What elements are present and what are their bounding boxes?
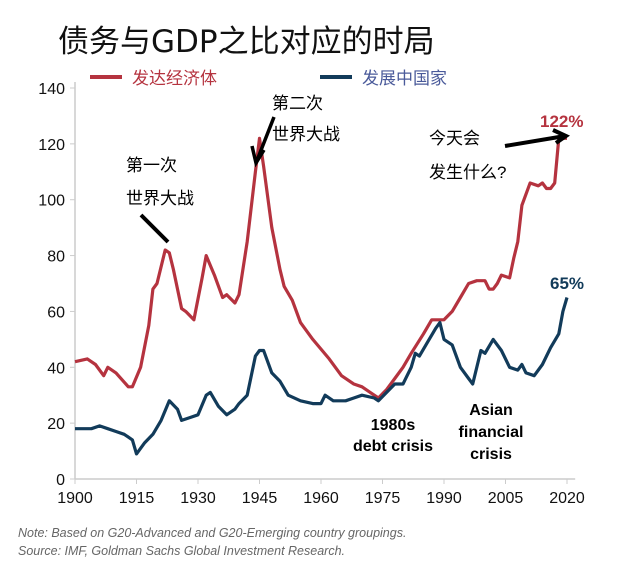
annotation-asian-crisis-line1: Asian — [469, 402, 513, 419]
legend-swatch-advanced — [90, 74, 122, 79]
annotation-debt-crisis-line2: debt crisis — [353, 438, 433, 455]
annotation-ww1-line1: 第一次 — [126, 156, 177, 175]
annotation-asian-crisis-line2: financial — [459, 424, 524, 441]
x-tick-label: 1945 — [242, 490, 278, 507]
y-tick-label: 120 — [38, 137, 65, 154]
arrow-ww1-icon — [139, 213, 170, 244]
series-line-advanced — [74, 136, 567, 400]
arrow-ww2-icon — [250, 116, 276, 168]
annotation-asian-crisis-line3: crisis — [470, 446, 512, 463]
annotation-ww1-line2: 世界大战 — [126, 189, 194, 208]
y-tick-label: 60 — [47, 304, 65, 321]
x-tick-label: 2020 — [549, 490, 585, 507]
y-tick-label: 20 — [47, 416, 65, 433]
annotation-today-line1: 今天会 — [429, 129, 480, 148]
chart-note: Note: Based on G20-Advanced and G20-Emer… — [18, 526, 407, 540]
y-tick-label: 40 — [47, 360, 65, 377]
annotation-today-line2: 发生什么? — [429, 163, 506, 182]
x-tick-label: 2005 — [488, 490, 524, 507]
arrow-today-icon — [504, 128, 570, 148]
legend-label-emerging: 发展中国家 — [362, 69, 447, 89]
y-tick-label: 140 — [38, 81, 65, 98]
y-tick-label: 0 — [56, 472, 65, 489]
x-tick-label: 1900 — [57, 490, 93, 507]
x-tick-label: 1960 — [303, 490, 339, 507]
legend-item-emerging: 发展中国家 — [320, 64, 447, 89]
y-tick-label: 80 — [47, 249, 65, 266]
x-tick-label: 1990 — [426, 490, 462, 507]
label-122-percent: 122% — [540, 112, 583, 131]
series-line-emerging — [75, 297, 569, 456]
annotation-ww2-line2: 世界大战 — [272, 125, 340, 144]
y-tick-label: 100 — [38, 193, 65, 210]
x-tick-label: 1915 — [119, 490, 155, 507]
annotation-debt-crisis-line1: 1980s — [371, 417, 416, 434]
chart-source: Source: IMF, Goldman Sachs Global Invest… — [18, 544, 346, 558]
annotation-ww2-line1: 第二次 — [272, 94, 323, 113]
chart-title: 债务与GDP之比对应的时局 — [58, 24, 435, 60]
legend-label-advanced: 发达经济体 — [132, 69, 217, 89]
x-tick-label: 1975 — [365, 490, 401, 507]
x-tick-label: 1930 — [180, 490, 216, 507]
label-65-percent: 65% — [550, 274, 584, 293]
legend-item-advanced: 发达经济体 — [90, 64, 217, 89]
legend-swatch-emerging — [320, 74, 352, 79]
